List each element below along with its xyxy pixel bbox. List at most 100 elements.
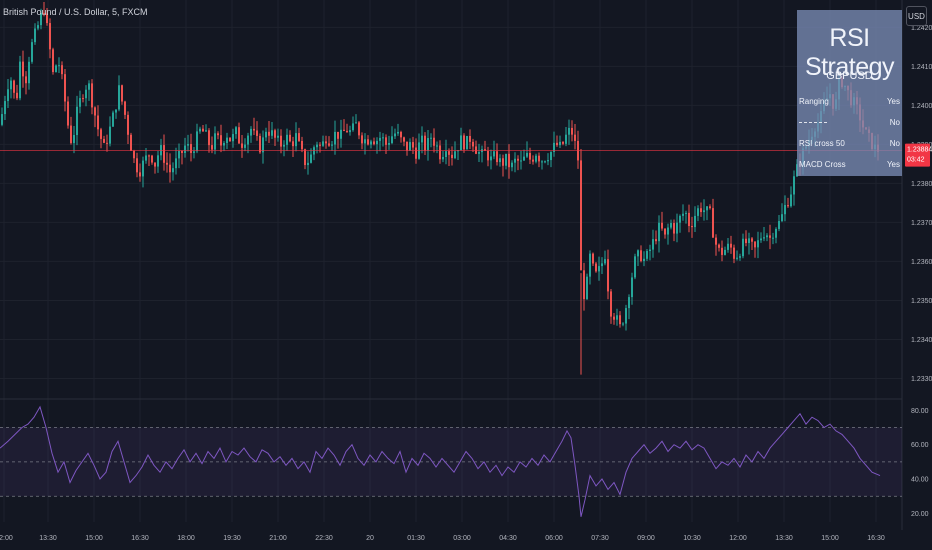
candle-up <box>364 139 366 144</box>
candle-up <box>355 122 357 124</box>
candle-up <box>520 160 522 162</box>
candle-down <box>127 114 129 135</box>
candle-down <box>301 140 303 150</box>
candle-up <box>307 162 309 166</box>
candle-down <box>259 135 261 153</box>
candle-up <box>547 160 549 162</box>
rsi-axis-label: 80.00 <box>911 408 929 415</box>
candle-up <box>286 134 288 145</box>
candle-down <box>13 80 15 93</box>
candle-up <box>76 106 78 136</box>
candle-down <box>280 135 282 147</box>
candle-up <box>421 135 423 143</box>
rsi-axis-label: 20.00 <box>911 511 929 518</box>
candle-up <box>187 144 189 146</box>
candle-up <box>763 237 765 239</box>
candle-down <box>97 115 99 130</box>
x-tick-label: 15:00 <box>85 535 103 542</box>
candle-down <box>25 76 27 84</box>
candle-up <box>535 155 537 162</box>
candle-down <box>448 151 450 155</box>
candle-up <box>175 158 177 169</box>
candle-up <box>322 141 324 146</box>
x-tick-label: 13:30 <box>39 535 57 542</box>
x-tick-label: 04:30 <box>499 535 517 542</box>
candle-down <box>337 131 339 139</box>
candle-up <box>679 215 681 223</box>
candle-up <box>559 141 561 146</box>
candle-up <box>682 213 684 216</box>
candle-up <box>142 160 144 177</box>
candle-down <box>151 155 153 163</box>
strategy-row-ranging: Ranging Yes <box>799 97 900 106</box>
candle-down <box>403 137 405 142</box>
candle-up <box>514 158 516 163</box>
candle-down <box>532 159 534 162</box>
candle-down <box>100 129 102 139</box>
candle-down <box>367 139 369 145</box>
candle-down <box>103 138 105 143</box>
x-tick-label: 16:30 <box>867 535 885 542</box>
candle-down <box>607 259 609 292</box>
candle-down <box>721 247 723 255</box>
candle-down <box>700 208 702 213</box>
candle-down <box>718 244 720 248</box>
candle-down <box>91 83 93 108</box>
candle-up <box>772 237 774 239</box>
candle-up <box>658 222 660 242</box>
candle-down <box>508 153 510 168</box>
candle-up <box>616 315 618 320</box>
candle-up <box>19 61 21 99</box>
strategy-row-value: No <box>889 139 900 148</box>
strategy-row-label: Ranging <box>799 97 829 106</box>
candle-down <box>70 125 72 144</box>
candle-up <box>28 61 30 84</box>
candle-down <box>715 237 717 245</box>
candle-down <box>346 130 348 133</box>
candle-up <box>523 156 525 161</box>
candle-up <box>10 80 12 90</box>
strategy-row-rsi-cross: RSI cross 50 No <box>799 139 900 148</box>
price-axis-label: 1.23500 <box>911 298 932 305</box>
strategy-row-macd-cross: MACD Cross Yes <box>799 160 900 169</box>
candle-down <box>571 127 573 135</box>
candle-up <box>436 145 438 147</box>
candle-down <box>358 122 360 136</box>
candle-up <box>604 259 606 264</box>
candle-up <box>79 98 81 107</box>
candle-up <box>793 176 795 195</box>
candle-down <box>154 162 156 167</box>
strategy-row-label: RSI cross 50 <box>799 139 845 148</box>
candle-up <box>445 151 447 157</box>
candle-up <box>454 151 456 159</box>
x-tick-label: 01:30 <box>407 535 425 542</box>
x-tick-label: 21:00 <box>269 535 287 542</box>
rsi-line <box>0 405 881 517</box>
candle-up <box>334 131 336 145</box>
candle-down <box>148 155 150 157</box>
candle-up <box>601 263 603 267</box>
candle-down <box>163 145 165 163</box>
price-axis-label: 1.24100 <box>911 64 932 71</box>
candle-down <box>139 172 141 177</box>
candle-down <box>613 316 615 320</box>
candle-down <box>130 134 132 151</box>
candle-up <box>427 138 429 151</box>
currency-button[interactable]: USD <box>906 6 927 26</box>
x-tick-label: 12:00 <box>0 535 13 542</box>
candle-up <box>544 161 546 163</box>
candle-down <box>691 226 693 228</box>
candle-down <box>439 145 441 160</box>
candle-up <box>349 130 351 133</box>
candle-up <box>376 140 378 145</box>
candle-up <box>283 144 285 147</box>
candle-up <box>7 89 9 102</box>
candle-down <box>709 206 711 209</box>
candle-up <box>760 238 762 241</box>
candle-up <box>736 257 738 259</box>
candle-down <box>751 238 753 242</box>
candle-down <box>412 142 414 148</box>
candle-down <box>475 146 477 154</box>
candle-down <box>190 144 192 153</box>
candle-up <box>391 136 393 144</box>
